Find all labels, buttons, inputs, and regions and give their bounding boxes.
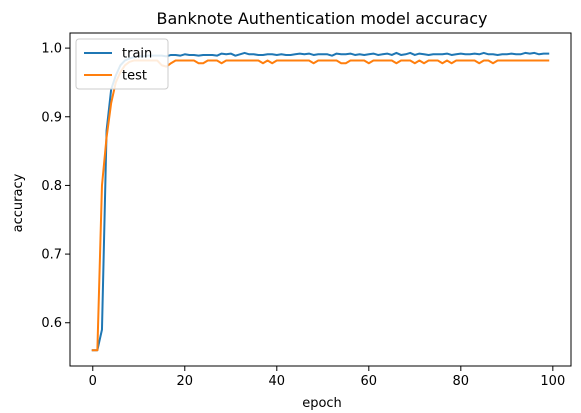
x-tick-label: 100	[540, 374, 565, 389]
axes-frame	[69, 32, 572, 367]
legend-label-test: test	[122, 69, 147, 84]
series-line-test	[91, 59, 550, 352]
legend: train test	[75, 38, 169, 90]
legend-box	[75, 38, 169, 90]
legend-label-train: train	[122, 47, 152, 62]
y-tick-label: 0.7	[41, 248, 62, 263]
x-tick-label: 60	[361, 374, 378, 389]
x-tick-label: 40	[269, 374, 286, 389]
x-axis-label: epoch	[302, 396, 342, 411]
y-tick-label: 0.8	[41, 179, 62, 194]
plot-area: 0 20 40 60 80 100 0.6 0.7 0.8 0.9 1.0 train test	[41, 32, 572, 389]
y-tick-label: 0.9	[41, 110, 62, 125]
x-tick-label: 80	[453, 374, 470, 389]
x-tick-label: 0	[89, 374, 97, 389]
x-tick-label: 20	[177, 374, 194, 389]
y-tick-label: 0.6	[41, 316, 62, 331]
y-tick-label: 1.0	[41, 42, 62, 57]
y-axis-label: accuracy	[11, 173, 26, 232]
series-line-train	[91, 51, 550, 352]
chart-title: Banknote Authentication model accuracy	[157, 9, 488, 28]
